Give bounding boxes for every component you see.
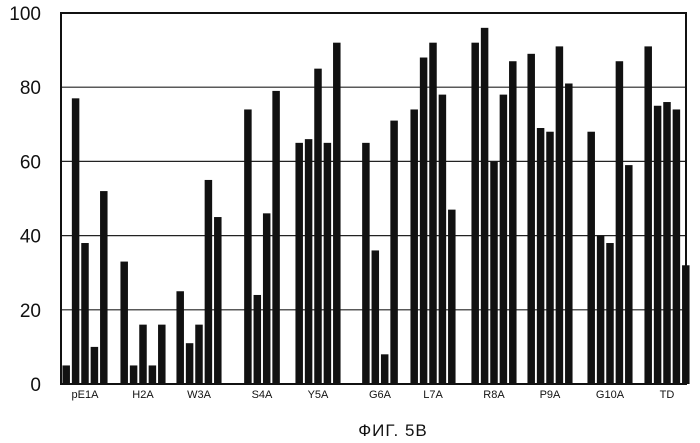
category-labels: pE1A H2A W3A S4A Y5A G6A L7A R8A P9A G10A TD (72, 389, 675, 401)
bar (254, 295, 261, 384)
y-tick-labels: 0 20 40 60 80 100 (9, 4, 41, 396)
bar (587, 132, 595, 384)
bars (62, 28, 689, 384)
bar (263, 213, 271, 384)
bar (606, 243, 614, 384)
bar (62, 365, 69, 384)
category-label: R8A (483, 389, 505, 401)
bar (654, 106, 662, 384)
bar (333, 43, 341, 384)
category-label: pE1A (72, 389, 100, 401)
category-label: P9A (540, 389, 561, 401)
bar (490, 161, 498, 384)
bar (381, 354, 389, 384)
bar (500, 95, 508, 384)
category-label: H2A (132, 389, 154, 401)
bar (481, 28, 489, 384)
bar (81, 243, 89, 384)
category-label: G10A (596, 389, 625, 401)
bar (390, 121, 398, 384)
bar (176, 291, 184, 384)
bar (372, 250, 380, 384)
bar (556, 46, 564, 384)
category-label: W3A (187, 389, 212, 401)
bar (130, 365, 138, 384)
bar (100, 191, 108, 384)
bar (527, 54, 535, 384)
bar (314, 69, 322, 384)
bar (597, 236, 605, 384)
bar (149, 365, 157, 384)
bar (305, 139, 313, 384)
y-tick-label: 60 (20, 152, 41, 173)
category-label: S4A (252, 389, 273, 401)
bar (471, 43, 479, 384)
category-label: TD (660, 389, 675, 401)
bar (195, 325, 203, 384)
bar (324, 143, 332, 384)
figure-caption: ФИГ. 5В (358, 421, 428, 440)
category-label: G6A (369, 389, 392, 401)
y-tick-label: 100 (9, 4, 41, 25)
bar (537, 128, 545, 384)
bar (565, 83, 573, 384)
bar (295, 143, 303, 384)
bar (272, 91, 280, 384)
bar (439, 95, 447, 384)
bar (72, 98, 80, 384)
bar (214, 217, 222, 384)
bar (91, 347, 99, 384)
y-tick-label: 80 (20, 78, 41, 99)
bar (205, 180, 213, 384)
bar (120, 262, 128, 384)
bar (625, 165, 633, 384)
bar (410, 109, 418, 384)
category-label: L7A (423, 389, 443, 401)
y-tick-label: 20 (20, 301, 41, 322)
category-label: Y5A (308, 389, 329, 401)
bar (616, 61, 624, 384)
y-tick-label: 40 (20, 227, 41, 248)
bar (186, 343, 194, 384)
bar (244, 109, 252, 384)
bar (509, 61, 517, 384)
bar (673, 109, 681, 384)
bar (448, 210, 456, 384)
bar (139, 325, 147, 384)
bar (546, 132, 554, 384)
bar (158, 325, 166, 384)
bar (663, 102, 671, 384)
bar (362, 143, 370, 384)
bar (429, 43, 437, 384)
bar (420, 58, 428, 384)
bar (644, 46, 652, 384)
y-tick-label: 0 (30, 375, 41, 396)
